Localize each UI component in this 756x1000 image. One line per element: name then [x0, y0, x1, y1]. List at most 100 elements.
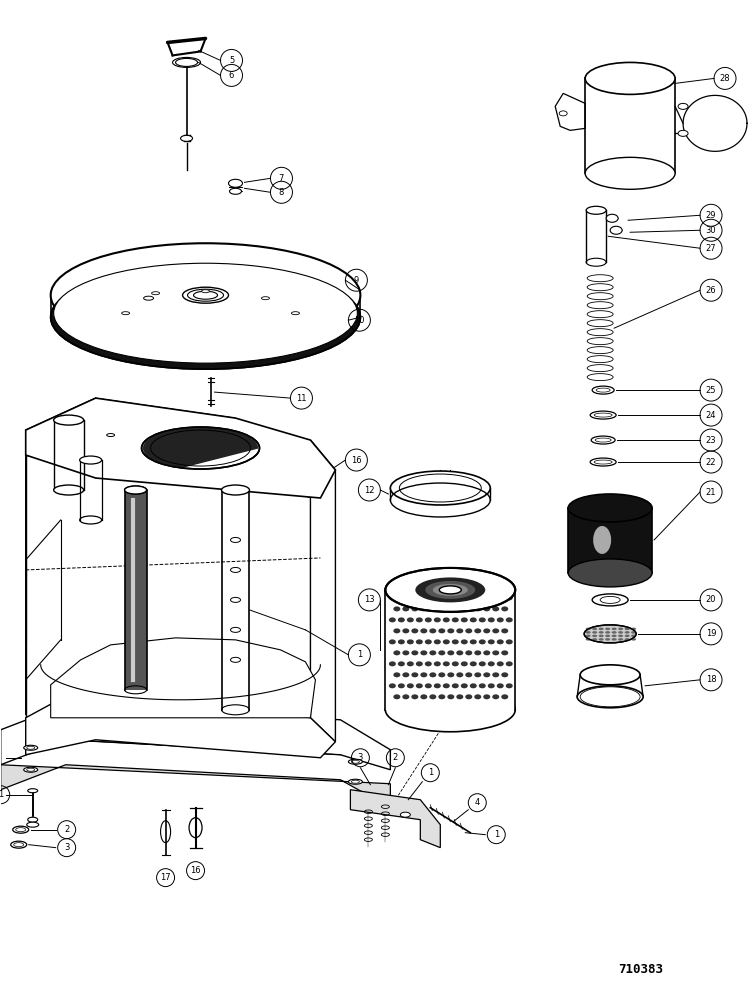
- Ellipse shape: [599, 631, 603, 634]
- Ellipse shape: [457, 694, 463, 699]
- Ellipse shape: [28, 789, 38, 793]
- Ellipse shape: [501, 672, 508, 677]
- Ellipse shape: [438, 650, 445, 655]
- Ellipse shape: [231, 627, 240, 632]
- Ellipse shape: [448, 606, 454, 611]
- Text: 4: 4: [475, 798, 480, 807]
- Ellipse shape: [586, 638, 590, 641]
- Text: 29: 29: [706, 211, 716, 220]
- Ellipse shape: [443, 683, 450, 688]
- Ellipse shape: [393, 606, 401, 611]
- Ellipse shape: [461, 683, 468, 688]
- Ellipse shape: [23, 767, 38, 772]
- Ellipse shape: [465, 672, 472, 677]
- Ellipse shape: [599, 638, 603, 641]
- Ellipse shape: [599, 628, 603, 630]
- Text: 11: 11: [296, 394, 307, 403]
- Ellipse shape: [599, 635, 603, 637]
- Ellipse shape: [585, 157, 675, 189]
- Text: 10: 10: [354, 316, 364, 325]
- Ellipse shape: [452, 595, 459, 600]
- Ellipse shape: [411, 628, 418, 633]
- Ellipse shape: [402, 650, 409, 655]
- Ellipse shape: [488, 661, 494, 666]
- Ellipse shape: [122, 312, 129, 315]
- Text: 19: 19: [706, 629, 716, 638]
- Ellipse shape: [398, 595, 405, 600]
- Polygon shape: [26, 680, 336, 758]
- Polygon shape: [96, 398, 236, 680]
- Ellipse shape: [433, 584, 468, 596]
- Ellipse shape: [465, 650, 472, 655]
- Ellipse shape: [411, 650, 418, 655]
- Ellipse shape: [398, 683, 405, 688]
- Ellipse shape: [592, 386, 614, 394]
- Ellipse shape: [488, 617, 494, 622]
- Ellipse shape: [612, 635, 617, 637]
- Ellipse shape: [479, 595, 486, 600]
- Bar: [569, 508, 652, 573]
- Ellipse shape: [434, 617, 441, 622]
- Ellipse shape: [26, 822, 39, 827]
- Ellipse shape: [425, 683, 432, 688]
- Ellipse shape: [434, 595, 441, 600]
- Ellipse shape: [586, 206, 606, 214]
- Ellipse shape: [416, 683, 423, 688]
- Ellipse shape: [590, 458, 616, 466]
- Ellipse shape: [497, 661, 503, 666]
- Ellipse shape: [584, 625, 636, 643]
- Ellipse shape: [398, 639, 405, 644]
- Ellipse shape: [678, 130, 688, 136]
- Text: 22: 22: [706, 458, 716, 467]
- Ellipse shape: [426, 581, 476, 599]
- Ellipse shape: [13, 826, 29, 833]
- Ellipse shape: [592, 635, 597, 637]
- Ellipse shape: [618, 628, 623, 630]
- Ellipse shape: [415, 577, 485, 602]
- Ellipse shape: [434, 661, 441, 666]
- Ellipse shape: [51, 265, 361, 369]
- Ellipse shape: [407, 639, 414, 644]
- Ellipse shape: [577, 686, 643, 708]
- Text: 28: 28: [720, 74, 730, 83]
- Ellipse shape: [624, 638, 630, 641]
- Ellipse shape: [492, 650, 499, 655]
- Ellipse shape: [457, 628, 463, 633]
- Ellipse shape: [497, 617, 503, 622]
- Polygon shape: [26, 398, 336, 498]
- Ellipse shape: [474, 606, 482, 611]
- Ellipse shape: [420, 650, 427, 655]
- Ellipse shape: [506, 683, 513, 688]
- Ellipse shape: [474, 672, 482, 677]
- Ellipse shape: [586, 631, 590, 634]
- Ellipse shape: [479, 617, 486, 622]
- Ellipse shape: [448, 650, 454, 655]
- Ellipse shape: [612, 631, 617, 634]
- Ellipse shape: [678, 103, 688, 109]
- Ellipse shape: [402, 606, 409, 611]
- Ellipse shape: [483, 694, 490, 699]
- Ellipse shape: [585, 62, 675, 94]
- Ellipse shape: [407, 595, 414, 600]
- Text: 23: 23: [706, 436, 717, 445]
- Ellipse shape: [448, 672, 454, 677]
- Polygon shape: [555, 93, 585, 130]
- Text: 20: 20: [706, 595, 716, 604]
- Ellipse shape: [187, 289, 224, 301]
- Ellipse shape: [54, 485, 84, 495]
- Ellipse shape: [497, 683, 503, 688]
- Text: 7: 7: [279, 174, 284, 183]
- Ellipse shape: [141, 427, 259, 469]
- Ellipse shape: [457, 650, 463, 655]
- Polygon shape: [350, 790, 440, 848]
- Ellipse shape: [438, 694, 445, 699]
- Ellipse shape: [474, 628, 482, 633]
- Ellipse shape: [152, 292, 160, 295]
- Ellipse shape: [501, 694, 508, 699]
- Polygon shape: [1, 765, 390, 808]
- Ellipse shape: [465, 694, 472, 699]
- Ellipse shape: [438, 628, 445, 633]
- Ellipse shape: [434, 683, 441, 688]
- Ellipse shape: [506, 617, 513, 622]
- Text: 26: 26: [706, 286, 717, 295]
